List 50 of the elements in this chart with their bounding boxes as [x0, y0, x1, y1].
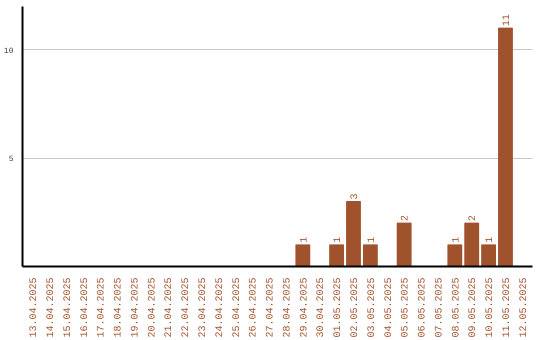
- x-tick-label: 02.05.2025: [350, 277, 361, 338]
- x-tick-label: 20.04.2025: [147, 277, 158, 338]
- bar: [498, 28, 513, 266]
- x-tick-label: 23.04.2025: [198, 277, 210, 338]
- x-tick-label: 30.04.2025: [316, 277, 328, 338]
- x-tick-label: 17.04.2025: [96, 277, 108, 338]
- bar: [447, 244, 462, 266]
- data-label: 2: [468, 215, 480, 222]
- x-tick-label: 13.04.2025: [29, 277, 40, 338]
- x-tick-label: 08.05.2025: [451, 277, 462, 338]
- x-tick-label: 27.04.2025: [266, 277, 277, 338]
- data-label: 1: [366, 236, 378, 243]
- bar: [362, 244, 378, 266]
- bar: [481, 244, 496, 266]
- x-tick-label: 06.05.2025: [418, 277, 429, 338]
- x-tick-label: 05.05.2025: [400, 277, 412, 338]
- x-tick-label: 29.04.2025: [299, 277, 310, 338]
- x-tick-label: 09.05.2025: [468, 277, 480, 338]
- x-tick-label: 03.05.2025: [366, 277, 378, 338]
- x-tick-label: 24.04.2025: [214, 277, 226, 338]
- x-tick-label: 16.04.2025: [80, 277, 91, 338]
- bar: [329, 244, 344, 266]
- x-tick-label: 25.04.2025: [232, 277, 243, 338]
- data-label: 11: [502, 14, 513, 26]
- x-tick-label: 15.04.2025: [62, 277, 74, 338]
- y-tick-label: 10: [4, 46, 14, 56]
- bar: [346, 201, 361, 266]
- bar: [464, 222, 480, 266]
- data-label: 1: [485, 236, 496, 243]
- data-label: 2: [400, 215, 412, 222]
- x-tick-label: 19.04.2025: [130, 277, 142, 338]
- x-tick-label: 07.05.2025: [434, 277, 446, 338]
- x-tick-label: 14.04.2025: [46, 277, 58, 338]
- x-tick-label: 10.05.2025: [485, 277, 496, 338]
- x-tick-label: 18.04.2025: [114, 277, 125, 338]
- y-tick-label: 5: [8, 155, 14, 164]
- data-label: 3: [350, 193, 361, 200]
- bar: [295, 244, 310, 266]
- x-tick-label: 12.05.2025: [518, 277, 530, 338]
- x-tick-label: 21.04.2025: [164, 277, 176, 338]
- data-label: 1: [299, 236, 310, 243]
- x-tick-label: 04.05.2025: [384, 277, 395, 338]
- x-tick-label: 01.05.2025: [333, 277, 344, 338]
- x-tick-label: 28.04.2025: [282, 277, 294, 338]
- x-tick-label: 26.04.2025: [248, 277, 260, 338]
- data-label: 1: [451, 236, 462, 243]
- data-label: 1: [333, 236, 344, 243]
- bar: [396, 222, 412, 266]
- x-tick-label: 22.04.2025: [181, 277, 192, 338]
- x-tick-label: 11.05.2025: [502, 277, 513, 338]
